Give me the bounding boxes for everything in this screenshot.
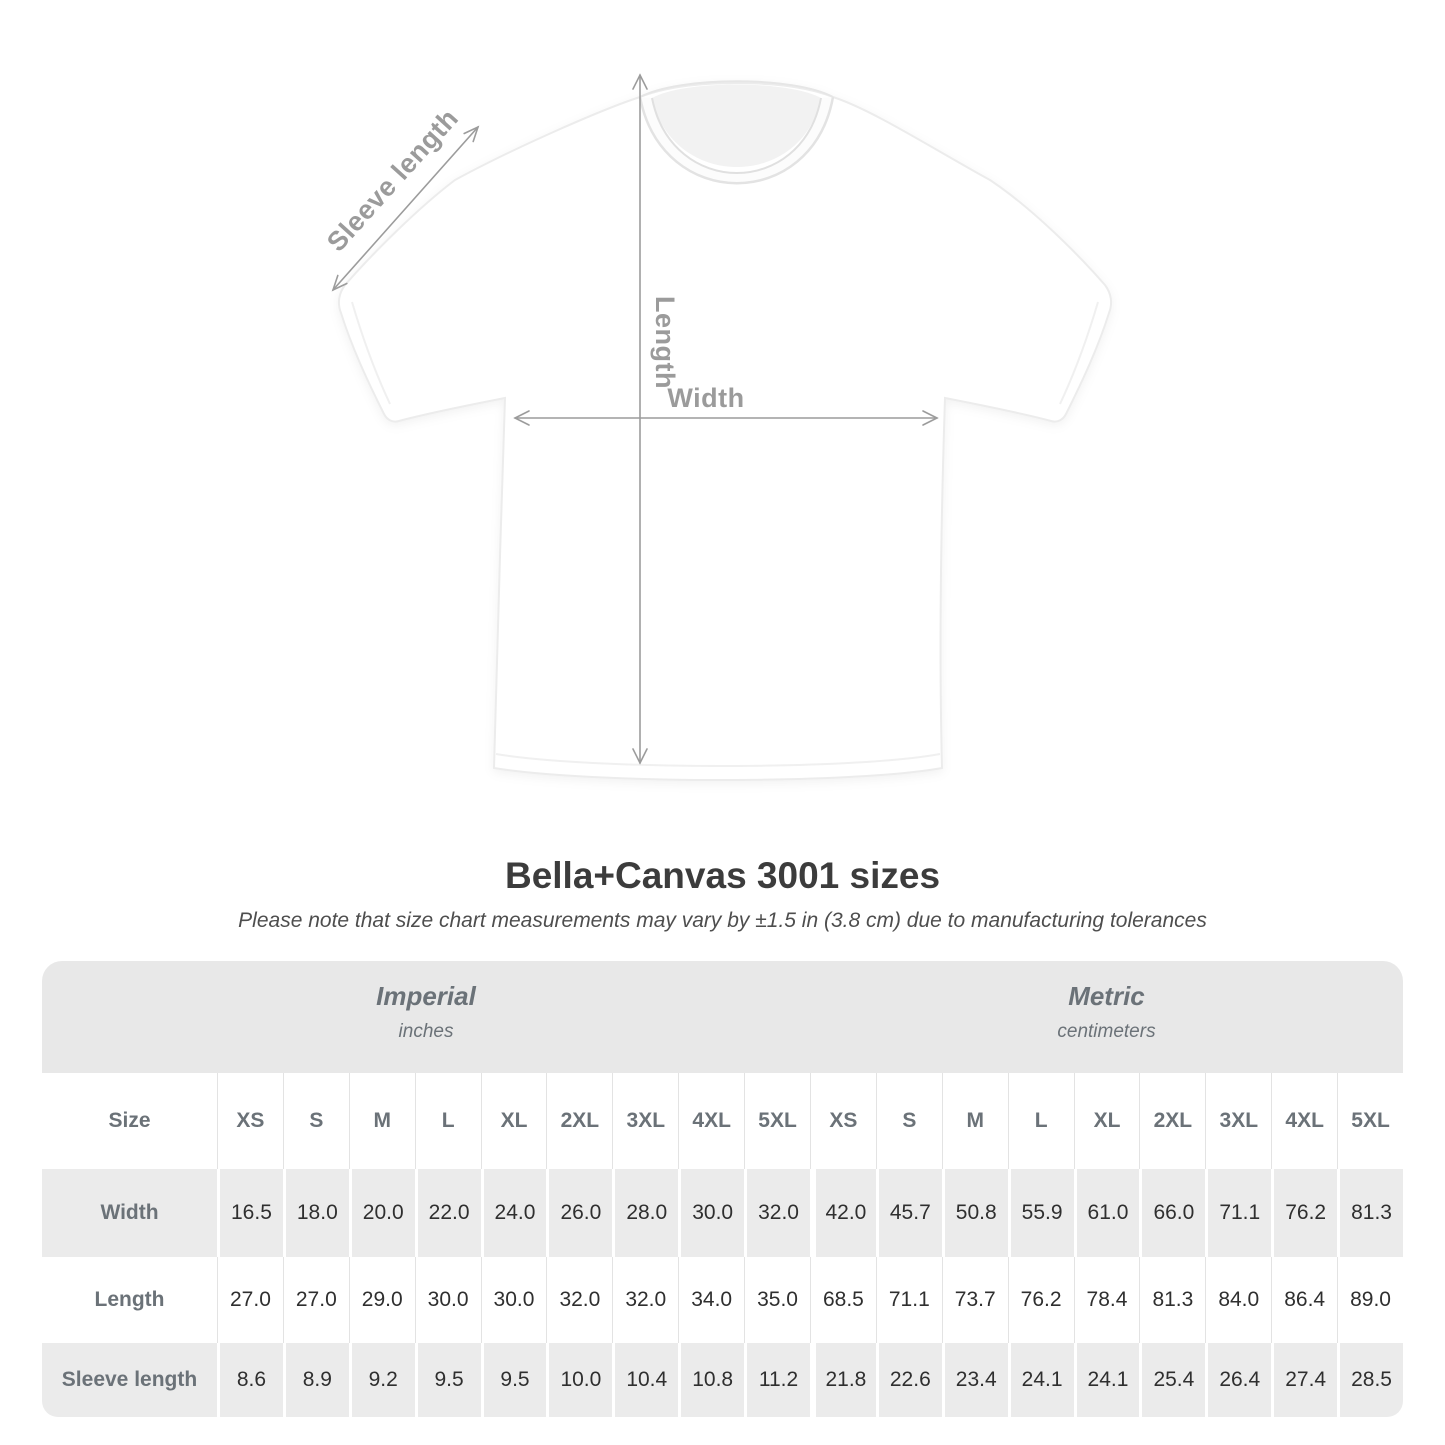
value-cell: 42.0: [809, 1169, 876, 1257]
value-cell: 11.2: [744, 1343, 810, 1417]
size-header-imperial-2xl: 2XL: [546, 1073, 613, 1169]
size-header-metric-5xl: 5XL: [1337, 1073, 1403, 1169]
size-header-imperial-4xl: 4XL: [678, 1073, 745, 1169]
value-cell: 27.0: [217, 1257, 283, 1343]
metric-header-name: Metric: [1068, 981, 1145, 1011]
value-cell: 22.6: [875, 1343, 942, 1417]
value-cell: 45.7: [875, 1169, 942, 1257]
page-title: Bella+Canvas 3001 sizes: [504, 855, 941, 896]
size-column-header: Size: [42, 1073, 217, 1169]
value-cell: 9.5: [480, 1343, 547, 1417]
imperial-header-unit: inches: [398, 1021, 454, 1042]
value-cell: 68.5: [809, 1257, 876, 1343]
size-header-imperial-m: M: [348, 1073, 415, 1169]
value-cell: 32.0: [546, 1257, 613, 1343]
value-cell: 73.7: [941, 1257, 1008, 1343]
value-cell: 28.0: [612, 1169, 679, 1257]
value-cell: 86.4: [1271, 1257, 1338, 1343]
tshirt-illustration: [331, 73, 1113, 781]
size-header-imperial-l: L: [414, 1073, 481, 1169]
value-cell: 76.2: [1271, 1169, 1338, 1257]
value-cell: 71.1: [875, 1257, 942, 1343]
value-cell: 16.5: [217, 1169, 283, 1257]
value-cell: 25.4: [1139, 1343, 1206, 1417]
value-cell: 8.9: [282, 1343, 349, 1417]
value-cell: 9.2: [348, 1343, 415, 1417]
size-table: Imperial inches Metric centimeters Size X…: [42, 961, 1403, 1417]
size-header-metric-xl: XL: [1073, 1073, 1140, 1169]
value-cell: 50.8: [941, 1169, 1008, 1257]
size-header-metric-2xl: 2XL: [1139, 1073, 1206, 1169]
value-cell: 89.0: [1337, 1257, 1403, 1343]
row-label: Sleeve length: [42, 1343, 217, 1417]
value-cell: 8.6: [217, 1343, 283, 1417]
value-cell: 18.0: [282, 1169, 349, 1257]
size-header-metric-xs: XS: [809, 1073, 876, 1169]
value-cell: 27.0: [282, 1257, 349, 1343]
value-cell: 24.1: [1073, 1343, 1140, 1417]
value-cell: 81.3: [1337, 1169, 1403, 1257]
value-cell: 30.0: [480, 1257, 547, 1343]
value-cell: 35.0: [744, 1257, 810, 1343]
value-cell: 81.3: [1139, 1257, 1206, 1343]
value-cell: 30.0: [414, 1257, 481, 1343]
width-arrow: [513, 410, 939, 426]
size-header-metric-4xl: 4XL: [1271, 1073, 1338, 1169]
length-label: Length: [650, 296, 680, 389]
metric-header-unit: centimeters: [1057, 1021, 1156, 1042]
value-cell: 26.0: [546, 1169, 613, 1257]
row-label: Width: [42, 1169, 217, 1257]
value-cell: 78.4: [1073, 1257, 1140, 1343]
value-cell: 61.0: [1073, 1169, 1140, 1257]
metric-header: Metric centimeters: [809, 961, 1403, 1073]
width-label: Width: [667, 383, 745, 413]
value-cell: 9.5: [414, 1343, 481, 1417]
value-cell: 30.0: [678, 1169, 745, 1257]
value-cell: 71.1: [1205, 1169, 1272, 1257]
value-cell: 26.4: [1205, 1343, 1272, 1417]
sleeve-length-arrow: [331, 125, 480, 292]
value-cell: 29.0: [348, 1257, 415, 1343]
imperial-header-name: Imperial: [376, 981, 476, 1011]
tolerance-note: Please note that size chart measurements…: [238, 909, 1207, 932]
size-header-imperial-5xl: 5XL: [744, 1073, 810, 1169]
value-cell: 24.1: [1007, 1343, 1074, 1417]
tshirt-measurement-diagram: Sleeve length Length Width: [321, 73, 1113, 781]
size-header-metric-m: M: [941, 1073, 1008, 1169]
value-cell: 27.4: [1271, 1343, 1338, 1417]
tshirt-body: [337, 80, 1113, 781]
imperial-header: Imperial inches: [42, 961, 810, 1073]
row-label: Length: [42, 1257, 217, 1343]
size-header-imperial-s: S: [282, 1073, 349, 1169]
value-cell: 10.8: [678, 1343, 745, 1417]
size-header-imperial-xl: XL: [480, 1073, 547, 1169]
value-cell: 28.5: [1337, 1343, 1403, 1417]
tshirt-collar: [638, 80, 835, 185]
value-cell: 76.2: [1007, 1257, 1074, 1343]
value-cell: 66.0: [1139, 1169, 1206, 1257]
value-cell: 23.4: [941, 1343, 1008, 1417]
value-cell: 32.0: [612, 1257, 679, 1343]
value-cell: 10.0: [546, 1343, 613, 1417]
size-header-metric-l: L: [1007, 1073, 1074, 1169]
size-header-metric-3xl: 3XL: [1205, 1073, 1272, 1169]
length-arrow: [632, 73, 648, 765]
value-cell: 55.9: [1007, 1169, 1074, 1257]
size-header-metric-s: S: [875, 1073, 942, 1169]
size-header-imperial-3xl: 3XL: [612, 1073, 679, 1169]
value-cell: 84.0: [1205, 1257, 1272, 1343]
size-header-imperial-xs: XS: [217, 1073, 283, 1169]
value-cell: 10.4: [612, 1343, 679, 1417]
value-cell: 32.0: [744, 1169, 810, 1257]
value-cell: 34.0: [678, 1257, 745, 1343]
value-cell: 21.8: [809, 1343, 876, 1417]
value-cell: 22.0: [414, 1169, 481, 1257]
value-cell: 20.0: [348, 1169, 415, 1257]
value-cell: 24.0: [480, 1169, 547, 1257]
